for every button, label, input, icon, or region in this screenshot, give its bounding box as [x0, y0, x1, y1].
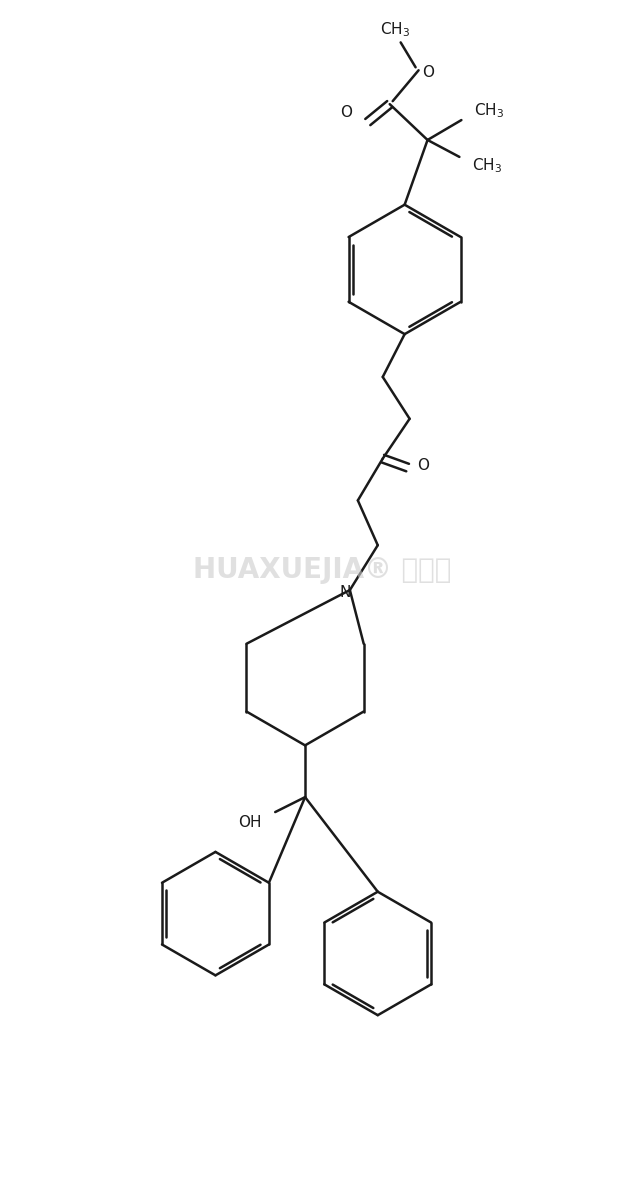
Text: O: O: [340, 105, 352, 119]
Text: CH$_3$: CH$_3$: [379, 20, 410, 39]
Text: N: N: [339, 585, 350, 599]
Text: O: O: [417, 458, 430, 473]
Text: OH: OH: [238, 814, 262, 830]
Text: HUAXUEJIA® 化学加: HUAXUEJIA® 化学加: [193, 556, 451, 584]
Text: CH$_3$: CH$_3$: [474, 101, 504, 121]
Text: O: O: [422, 64, 435, 80]
Text: CH$_3$: CH$_3$: [472, 156, 502, 176]
